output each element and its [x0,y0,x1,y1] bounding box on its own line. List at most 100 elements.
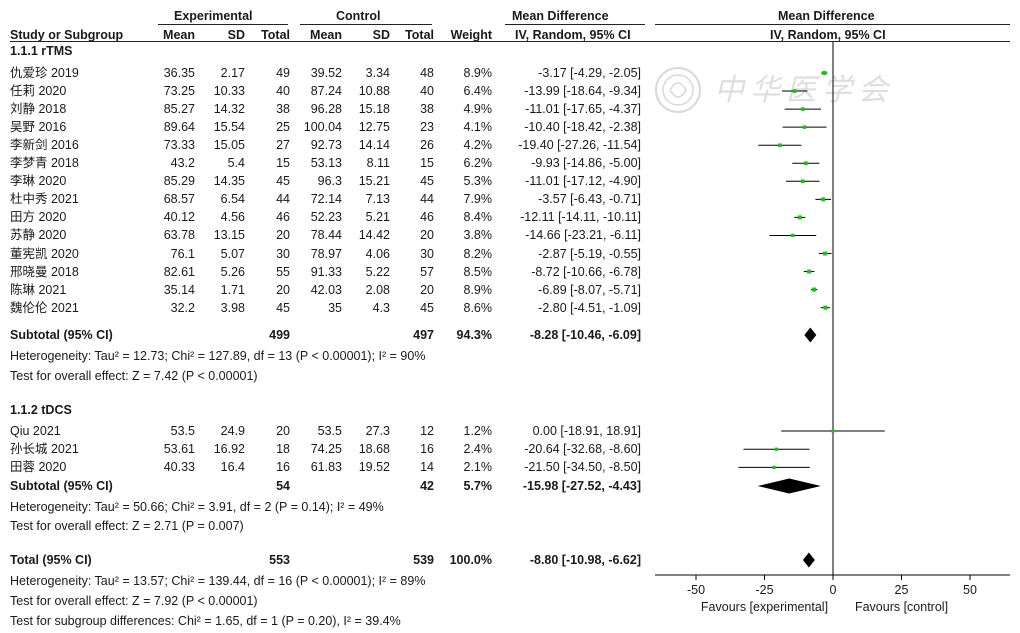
exp-sd: 14.35 [213,174,245,189]
subtotal-label: Subtotal (95% CI) [10,479,113,493]
exp-total: 55 [276,264,290,279]
exp-mean: 73.25 [163,84,195,99]
ctrl-sd: 5.21 [365,210,390,225]
ctrl-total: 20 [420,282,434,297]
study-ci: -20.64 [-32.68, -8.60] [524,442,641,457]
effect-marker [778,143,782,147]
study-name: 吴野 2016 [10,120,67,135]
x-tick-label: -50 [687,583,705,597]
ctrl-sd: 12.75 [358,120,390,135]
study-ci: -2.80 [-4.51, -1.09] [538,300,641,315]
md-underline [505,24,645,25]
header-rule [10,41,1010,42]
experimental-underline [158,24,288,25]
effect-marker [772,465,776,470]
exp-mean-header: Mean [163,28,195,42]
ctrl-mean: 39.52 [310,66,342,80]
plot-method-header: IV, Random, 95% CI [770,28,886,42]
study-weight: 8.2% [463,246,493,261]
exp-mean: 63.78 [163,228,195,243]
ctrl-sd: 14.42 [358,228,390,243]
exp-total: 25 [276,120,290,135]
effect-marker [823,305,828,310]
study-name: 田方 2020 [10,210,67,225]
ctrl-sd: 4.06 [365,246,390,261]
experimental-header: Experimental [174,9,253,23]
summary-diamond [802,552,815,568]
x-tick-label: -25 [755,583,773,597]
ctrl-mean: 72.14 [310,192,342,207]
ctrl-mean: 42.03 [310,282,342,297]
study-weight: 8.9% [463,282,493,297]
exp-mean: 40.33 [163,460,195,475]
study-name: 杜中秀 2021 [10,192,79,207]
ctrl-total: 20 [420,228,434,243]
ctrl-total: 16 [420,442,434,457]
ctrl-total: 30 [420,246,434,261]
exp-mean: 32.2 [170,300,195,315]
ctrl-total: 12 [420,424,434,438]
effect-marker [774,447,779,451]
ctrl-total: 40 [420,84,434,99]
study-weight: 7.9% [463,192,493,207]
study-ci: -14.66 [-23.21, -6.11] [525,228,641,243]
ctrl-total: 26 [420,138,434,153]
subtotal-weight: 5.7% [463,479,493,493]
study-weight: 3.8% [463,228,493,243]
ctrl-mean: 52.23 [310,210,342,225]
plot-title: Mean Difference [778,9,875,23]
study-column-header: Study or Subgroup [10,28,124,42]
total-overall-effect-text: Test for overall effect: Z = 7.92 (P < 0… [10,594,258,608]
exp-sd: 15.05 [213,138,245,153]
ctrl-mean: 61.83 [310,460,342,475]
study-weight: 6.4% [463,84,493,99]
exp-total: 20 [276,228,290,243]
effect-marker [801,179,805,184]
study-ci: -11.01 [-17.65, -4.37] [525,102,641,117]
ctrl-sd: 3.34 [365,66,390,80]
watermark-text: 中华医学会 [714,74,894,107]
exp-mean: 82.61 [163,264,195,279]
study-ci: -9.93 [-14.86, -5.00] [531,156,641,171]
method-header: IV, Random, 95% CI [515,28,631,42]
ctrl-mean: 35 [328,300,342,315]
exp-mean: 73.33 [163,138,195,153]
x-tick-label: 0 [830,583,837,597]
study-weight: 6.2% [463,156,493,171]
exp-sd: 3.98 [220,300,245,315]
watermark-logo: 中华医学会 [655,67,894,113]
exp-mean: 85.27 [163,102,195,117]
effect-marker [802,125,807,129]
exp-sd: 24.9 [220,424,245,438]
study-ci: -6.89 [-8.07, -5.71] [538,282,641,297]
total-ctrl-total: 539 [413,553,434,567]
exp-total-header: Total [261,28,290,42]
ctrl-total-header: Total [405,28,434,42]
ctrl-mean: 96.3 [317,174,342,189]
ctrl-mean: 92.73 [310,138,342,153]
subtotal-ci: -8.28 [-10.46, -6.09] [529,328,641,342]
study-ci: -3.17 [-4.29, -2.05] [538,66,641,80]
x-tick-label: 25 [895,583,909,597]
study-ci: -19.40 [-27.26, -11.54] [518,138,641,153]
study-name: 陈琳 2021 [10,282,67,297]
exp-total: 44 [276,192,290,207]
effect-marker [797,215,802,220]
ctrl-sd: 4.3 [372,300,390,315]
study-name: 刘静 2018 [10,102,67,117]
heterogeneity-text: Heterogeneity: Tau² = 50.66; Chi² = 3.91… [10,500,384,514]
ctrl-sd: 10.88 [358,84,390,99]
ctrl-mean: 78.97 [310,246,342,261]
exp-mean: 40.12 [163,210,195,225]
effect-marker [831,429,835,433]
study-name: 邢晓曼 2018 [10,264,79,279]
study-ci: 0.00 [-18.91, 18.91] [532,424,641,438]
exp-total: 27 [276,138,290,153]
ctrl-sd: 7.13 [365,192,390,207]
subgroup-differences-text: Test for subgroup differences: Chi² = 1.… [10,614,401,628]
effect-marker [803,161,808,166]
ctrl-total: 14 [420,460,434,475]
ctrl-total: 45 [420,300,434,315]
ctrl-sd: 15.18 [358,102,390,117]
